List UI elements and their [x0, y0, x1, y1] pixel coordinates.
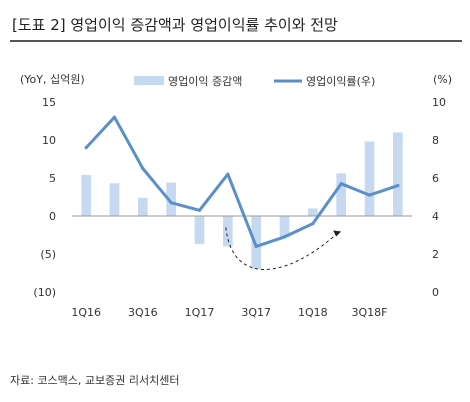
- trend-arrow: [225, 227, 338, 270]
- x-tick-label: 3Q16: [128, 306, 158, 319]
- margin-line: [85, 115, 399, 248]
- x-tick-label: 3Q17: [241, 306, 271, 319]
- x-tick-label: 1Q17: [185, 306, 215, 319]
- line-point: [112, 115, 117, 119]
- x-tick-label: 1Q16: [71, 306, 101, 319]
- left-tick-label: 5: [49, 172, 56, 185]
- bar: [279, 216, 290, 238]
- left-axis-unit: (YoY, 십억원): [20, 73, 85, 86]
- bar: [81, 174, 91, 216]
- left-tick-label: 0: [49, 210, 56, 223]
- legend-bar-swatch: [134, 76, 164, 85]
- right-tick-label: 6: [432, 172, 439, 185]
- left-tick-label: 15: [42, 96, 56, 109]
- left-tick-label: 10: [42, 134, 56, 147]
- line-point: [396, 184, 400, 188]
- right-tick-label: 8: [432, 134, 439, 147]
- left-tick-label: (5): [40, 248, 56, 261]
- title-bar: [도표 2] 영업이익 증감액과 영업이익률 추이와 전망: [10, 8, 462, 42]
- bar: [336, 173, 346, 216]
- bar: [138, 197, 148, 216]
- bar: [109, 183, 120, 216]
- chart: (YoY, 십억원) (%) 15 10 5 0 (5) (10) 10 8 6 4 2 0 1Q16 3Q1…: [20, 73, 452, 319]
- line-point: [282, 235, 287, 239]
- line-point: [141, 166, 145, 171]
- legend-line-label: 영업이익률(우): [306, 75, 375, 88]
- bar: [393, 132, 403, 216]
- line-point: [226, 172, 230, 176]
- line-point: [169, 201, 173, 205]
- x-tick-label: 1Q18: [298, 306, 328, 319]
- bar: [223, 216, 233, 247]
- line-point: [339, 182, 343, 186]
- bar: [364, 141, 375, 216]
- trend-arrow-head: [333, 230, 342, 237]
- line-point: [254, 244, 258, 248]
- chart-title: [도표 2] 영업이익 증감액과 영업이익률 추이와 전망: [12, 16, 338, 34]
- bar: [308, 208, 318, 216]
- bar: [166, 182, 176, 216]
- right-tick-label: 2: [432, 248, 439, 261]
- x-tick-label: 3Q18F: [352, 306, 388, 319]
- line-point: [367, 193, 372, 197]
- legend-bar-label: 영업이익 증감액: [168, 75, 242, 88]
- right-tick-label: 10: [432, 96, 446, 109]
- bar: [194, 216, 205, 245]
- line-point: [84, 146, 88, 150]
- right-tick-label: 0: [432, 286, 439, 299]
- left-tick-label: (10): [33, 286, 56, 299]
- right-axis-unit: (%): [433, 73, 452, 86]
- line-point: [311, 222, 315, 226]
- line-point: [197, 208, 202, 212]
- source-note: 자료: 코스맥스, 교보증권 리서치센터: [10, 374, 180, 387]
- right-tick-label: 4: [432, 210, 439, 223]
